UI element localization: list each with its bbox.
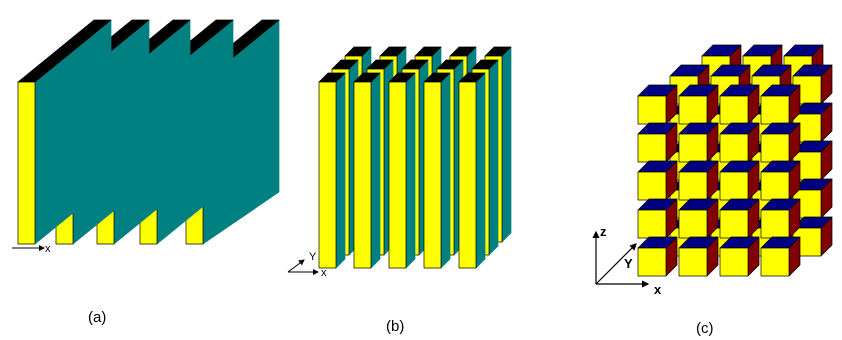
- cube-front: [760, 209, 790, 239]
- cube: [637, 160, 678, 201]
- panel-a-caption: (a): [88, 309, 107, 326]
- rod-side: [488, 59, 499, 256]
- cube: [760, 160, 801, 201]
- cube-front: [719, 95, 749, 125]
- cube-front: [637, 247, 667, 277]
- plate: [17, 19, 112, 245]
- panel-c-x-label: x: [654, 282, 662, 297]
- panel-b-y-axis: [287, 259, 305, 273]
- rod-side: [440, 72, 451, 269]
- rod: [423, 72, 451, 269]
- panel-c-caption: (c): [696, 320, 714, 337]
- panel-c-axes: x Y z: [592, 224, 662, 297]
- panel-b-square-rods: [318, 46, 512, 269]
- cube-front: [637, 133, 667, 163]
- rod: [458, 72, 486, 269]
- cube-front: [760, 247, 790, 277]
- cube-front: [637, 209, 667, 239]
- panel-a-axes: x: [12, 243, 51, 255]
- cube-front: [678, 95, 708, 125]
- rod-side: [370, 72, 381, 269]
- cube: [637, 84, 678, 125]
- cube: [719, 84, 760, 125]
- cube: [760, 84, 801, 125]
- cube-front: [678, 247, 708, 277]
- cube-front: [637, 171, 667, 201]
- cube: [719, 122, 760, 163]
- cube: [719, 160, 760, 201]
- panel-c-y-label: Y: [624, 256, 633, 271]
- panel-b-axes: x Y: [287, 251, 327, 279]
- cube: [719, 198, 760, 239]
- cube: [637, 236, 678, 277]
- rod: [388, 72, 416, 269]
- rod-front: [458, 81, 477, 269]
- rod-side: [405, 72, 416, 269]
- panel-c-y-axis: [595, 243, 637, 285]
- panel-c-z-label: z: [600, 224, 607, 239]
- rod-front: [423, 81, 442, 269]
- cube-front: [637, 95, 667, 125]
- cube-front: [678, 209, 708, 239]
- cube: [678, 236, 719, 277]
- rod-side: [501, 46, 512, 243]
- rod-front: [388, 81, 407, 269]
- cube-front: [719, 133, 749, 163]
- cube: [678, 122, 719, 163]
- cube-front: [760, 171, 790, 201]
- rod: [353, 72, 381, 269]
- panel-b-caption: (b): [386, 318, 405, 335]
- panel-b-y-label: Y: [309, 251, 317, 263]
- rod: [318, 72, 346, 269]
- cube: [678, 198, 719, 239]
- rod-side: [335, 72, 346, 269]
- cube-front: [719, 247, 749, 277]
- cube: [637, 198, 678, 239]
- plate-front: [17, 81, 36, 245]
- cube: [637, 122, 678, 163]
- rod-side: [475, 72, 486, 269]
- cube: [760, 198, 801, 239]
- panel-a-parallel-plates: [17, 19, 280, 245]
- cube: [678, 84, 719, 125]
- cube-front: [719, 209, 749, 239]
- cube-front: [760, 133, 790, 163]
- cube-front: [760, 95, 790, 125]
- cube-front: [719, 171, 749, 201]
- cube: [719, 236, 760, 277]
- cube-front: [678, 171, 708, 201]
- cube: [678, 160, 719, 201]
- rod-front: [353, 81, 372, 269]
- cube: [760, 122, 801, 163]
- cube: [760, 236, 801, 277]
- rod-front: [318, 81, 337, 269]
- panel-a-x-label: x: [45, 243, 51, 255]
- panel-b-x-label: x: [321, 267, 327, 279]
- panel-c-cube-array: [637, 44, 833, 277]
- cube-front: [678, 133, 708, 163]
